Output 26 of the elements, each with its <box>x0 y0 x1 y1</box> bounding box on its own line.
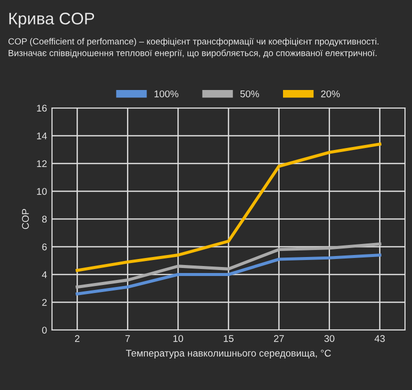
legend-label: 20% <box>321 90 340 98</box>
x-tick-label: 2 <box>75 335 80 342</box>
x-tick-label: 30 <box>324 335 334 342</box>
y-tick-label: 2 <box>42 298 47 306</box>
legend-label: 50% <box>240 90 260 98</box>
line-series <box>76 142 382 272</box>
y-tick-label: 16 <box>37 104 47 112</box>
y-tick-label: 8 <box>42 216 47 223</box>
y-tick-label: 12 <box>37 160 47 168</box>
x-tick-label: 10 <box>173 335 184 342</box>
x-axis-title: Температура навколишнього середовища, °C <box>126 350 331 359</box>
y-axis-title: COP <box>22 208 29 230</box>
chart-title: Крива COP <box>9 12 94 28</box>
y-tick-label: 0 <box>42 326 47 334</box>
line-series <box>76 254 382 296</box>
x-tick-label: 27 <box>274 335 284 342</box>
chart-subtitle: COP (Coefficient of perfomance) – коефіцієнт трансформації чи коефіцієнт продуктивності. Визначає співвідношення теплової енергії, що виробляється, до споживаної електричної. <box>8 38 378 58</box>
x-tick-label: 43 <box>374 335 385 342</box>
x-tick-label: 7 <box>125 335 130 342</box>
line-series <box>76 242 382 289</box>
y-tick-label: 10 <box>37 188 47 195</box>
x-tick-label: 15 <box>224 335 234 342</box>
y-tick-label: 14 <box>37 132 47 140</box>
y-tick-label: 4 <box>42 271 47 278</box>
y-tick-label: 6 <box>42 243 47 250</box>
legend-label: 100% <box>154 90 178 98</box>
